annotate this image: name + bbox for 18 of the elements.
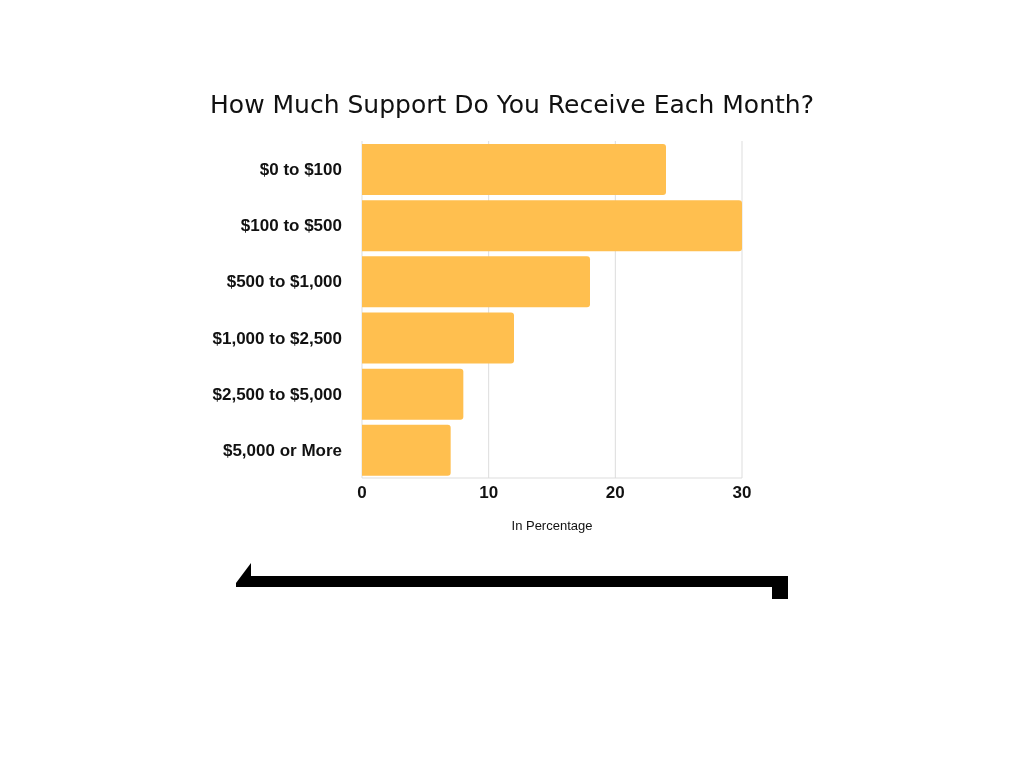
bar: [362, 312, 514, 364]
y-tick-label: $0 to $100: [259, 160, 342, 180]
y-tick-label: $2,500 to $5,000: [212, 384, 342, 404]
bar: [362, 144, 666, 195]
bar: [362, 200, 742, 252]
x-tick-label: 0: [357, 483, 367, 503]
chart-title: How Much Support Do You Receive Each Month?: [209, 90, 815, 119]
y-tick-label: $5,000 or More: [222, 440, 342, 460]
bar: [362, 368, 464, 420]
y-tick-label: $500 to $1,000: [226, 272, 342, 292]
bar: [362, 256, 590, 308]
bar: [362, 424, 451, 476]
y-tick-label: $100 to $500: [240, 216, 342, 236]
y-tick-label: $1,000 to $2,500: [212, 328, 342, 348]
x-axis-title: In Percentage: [511, 518, 593, 533]
x-tick-label: 10: [479, 483, 499, 503]
x-tick-label: 30: [732, 483, 752, 503]
x-tick-label: 20: [605, 483, 625, 503]
